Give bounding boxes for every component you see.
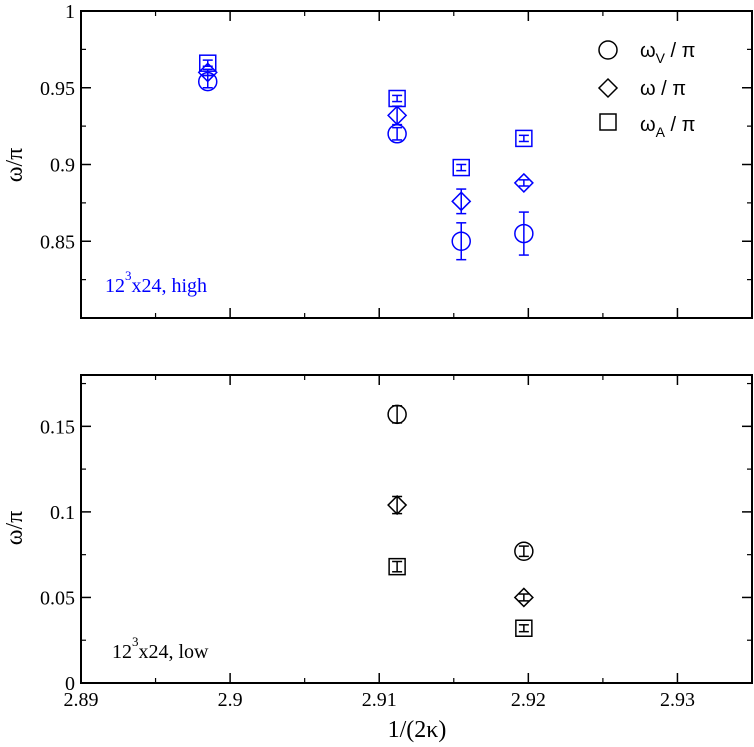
legend-item-2-rest: / π <box>665 114 695 136</box>
bottom-y-tick-label: 0.1 <box>50 502 75 524</box>
legend-diamond-marker <box>597 77 619 99</box>
legend-item-1-rest: / π <box>656 78 686 100</box>
x-tick-label: 2.93 <box>660 689 695 711</box>
top-square-marker <box>198 54 217 72</box>
top-diamond-marker <box>513 172 534 193</box>
x-axis-title: 1/(2κ) <box>388 717 447 743</box>
top-y-axis-title: ω/π <box>2 148 28 183</box>
top-square-marker <box>388 89 406 108</box>
bottom-panel-annotation-rest: x24, low <box>139 641 210 663</box>
legend-item-2-base: ω <box>640 114 656 136</box>
x-tick-label: 2.89 <box>64 689 99 711</box>
bottom-square-marker <box>515 619 533 637</box>
bottom-panel-annotation-sup: 3 <box>132 634 139 649</box>
top-panel-annotation-rest: x24, high <box>132 275 208 297</box>
bottom-y-tick-label: 0.15 <box>40 416 75 438</box>
bottom-markers <box>387 404 534 637</box>
x-tick-label: 2.92 <box>511 689 546 711</box>
bottom-square-marker <box>388 557 406 576</box>
bottom-diamond-marker <box>513 587 534 608</box>
top-square-marker <box>452 158 470 177</box>
bottom-y-axis-title: ω/π <box>2 511 28 546</box>
top-ticks: 0.85 0.9 0.95 1 <box>40 1 753 318</box>
top-panel: 0.850.90.951 ω/π 123x24, high ωV / π ω /… <box>2 1 753 319</box>
top-diamond-marker <box>387 105 408 126</box>
top-markers <box>197 54 534 261</box>
legend-item-0-rest: / π <box>665 40 695 62</box>
top-square-marker <box>515 129 533 148</box>
legend: ωV / π ω / π ωA / π <box>597 40 695 140</box>
top-y-tick-label: 0.9 <box>50 155 75 177</box>
legend-item-0-sub: V <box>656 50 666 66</box>
legend-square-marker <box>599 113 617 131</box>
top-panel-annotation-base: 12 <box>105 275 125 297</box>
top-diamond-marker <box>197 62 218 83</box>
bottom-panel: 2.89 2.9 2.91 2.92 2.93 0 0.05 0.1 0.15 ω/π 1/(2… <box>2 374 753 743</box>
legend-item-2-sub: A <box>656 124 666 140</box>
bottom-y-tick-label: 0 <box>65 673 75 695</box>
bottom-circle-marker <box>514 541 534 561</box>
top-y-tick-label: 0.95 <box>40 78 75 100</box>
legend-circle-marker <box>598 40 618 60</box>
bottom-diamond-marker <box>387 494 408 516</box>
bottom-ticks: 2.89 2.9 2.91 2.92 2.93 0 0.05 0.1 0.15 <box>40 375 753 711</box>
legend-item-2: ωA / π <box>640 114 695 140</box>
legend-item-0-base: ω <box>640 40 656 62</box>
bottom-y-tick-label: 0.05 <box>40 587 75 609</box>
bottom-panel-annotation: 123x24, low <box>112 634 209 663</box>
top-diamond-marker <box>451 191 472 212</box>
bottom-panel-annotation-base: 12 <box>112 641 132 663</box>
legend-item-1-base: ω <box>640 78 656 100</box>
top-panel-annotation: 123x24, high <box>105 268 207 297</box>
top-panel-annotation-sup: 3 <box>125 268 132 283</box>
top-y-tick-label: 0.85 <box>40 231 75 253</box>
top-circle-marker <box>514 223 534 244</box>
bottom-circle-marker <box>387 404 407 425</box>
top-circle-marker <box>451 231 471 251</box>
legend-item-0: ωV / π <box>640 40 695 66</box>
bottom-plot-frame <box>80 374 753 684</box>
legend-item-1: ω / π <box>640 78 686 100</box>
x-tick-label: 2.91 <box>362 689 397 711</box>
top-y-tick-label: 1 <box>65 1 75 23</box>
x-tick-label: 2.9 <box>218 689 243 711</box>
